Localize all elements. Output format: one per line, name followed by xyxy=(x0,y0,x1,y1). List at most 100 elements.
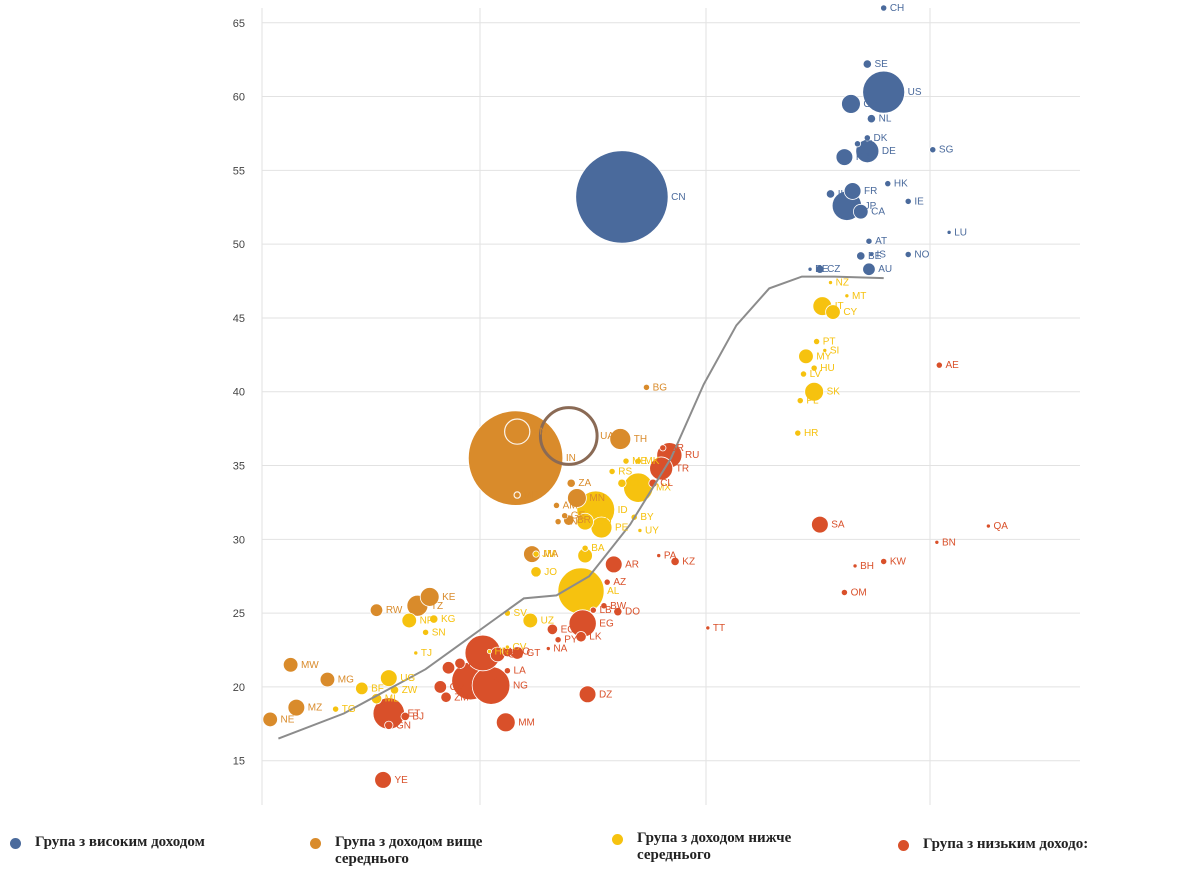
point-label: ZA xyxy=(578,478,591,489)
point-label: KH xyxy=(468,658,482,669)
data-point xyxy=(513,491,521,499)
data-point xyxy=(545,646,551,652)
legend-marker-lower-middle xyxy=(612,834,623,845)
point-label: HK xyxy=(894,179,908,190)
data-point xyxy=(401,612,417,629)
data-point xyxy=(578,685,597,704)
point-label: SI xyxy=(830,345,839,356)
legend-label-high: Група з високим доходом xyxy=(35,834,205,850)
point-label: PY xyxy=(564,635,578,646)
point-label: MW xyxy=(301,660,319,671)
data-point xyxy=(554,636,562,644)
point-label: BN xyxy=(942,537,956,548)
data-point xyxy=(807,266,813,272)
legend-label-lower-middle: Група з доходом нижче середнього xyxy=(637,830,792,863)
point-label: LA xyxy=(514,666,527,677)
data-point xyxy=(422,628,430,636)
data-point xyxy=(567,488,587,508)
point-label: LK xyxy=(589,632,602,643)
data-point xyxy=(799,370,808,378)
y-tick-label: 55 xyxy=(233,165,245,177)
data-point xyxy=(604,555,623,574)
data-point xyxy=(904,197,912,205)
data-point xyxy=(880,4,888,12)
point-label: MG xyxy=(338,675,354,686)
data-point xyxy=(642,383,651,391)
point-label: GB xyxy=(863,99,878,110)
point-label: ZM xyxy=(454,692,468,703)
point-label: GH xyxy=(508,649,523,660)
data-point xyxy=(576,512,594,531)
point-label: BY xyxy=(640,512,654,523)
data-point xyxy=(441,661,456,675)
point-label: ZW xyxy=(402,685,418,696)
legend-item-high-income: Група з високим доходом xyxy=(10,834,205,851)
data-point xyxy=(608,467,616,475)
y-tick-label: 45 xyxy=(233,313,245,325)
point-label: AM xyxy=(563,500,578,511)
point-label: BE xyxy=(868,251,882,262)
data-point xyxy=(985,523,991,529)
point-label: DK xyxy=(873,133,887,144)
data-point xyxy=(504,644,510,650)
y-tick-label: 25 xyxy=(233,608,245,620)
point-label: SN xyxy=(432,627,446,638)
point-label: MT xyxy=(852,291,866,302)
point-label: PL xyxy=(806,396,819,407)
point-label: US xyxy=(908,87,922,98)
point-label: AU xyxy=(878,264,892,275)
y-tick-label: 60 xyxy=(233,92,245,104)
data-point xyxy=(429,614,439,624)
data-point xyxy=(467,410,564,506)
point-label: TT xyxy=(713,623,725,634)
point-label: EC xyxy=(561,624,575,635)
point-label: AR xyxy=(625,559,639,570)
data-point xyxy=(825,189,836,199)
point-label: UY xyxy=(645,525,659,536)
point-label: CL xyxy=(660,478,673,489)
point-label: MK xyxy=(644,456,659,467)
legend-marker-low xyxy=(898,840,909,851)
data-point xyxy=(561,512,569,520)
data-point xyxy=(495,712,516,733)
data-point xyxy=(865,237,873,245)
point-label: MX xyxy=(656,483,671,494)
data-point xyxy=(523,545,541,563)
data-point xyxy=(609,428,632,450)
point-label: JO xyxy=(544,567,557,578)
data-point xyxy=(804,381,825,402)
point-label: EE xyxy=(815,264,829,275)
data-point xyxy=(522,612,539,629)
data-point xyxy=(554,518,562,526)
point-label: BR xyxy=(577,515,591,526)
data-point xyxy=(935,361,943,369)
point-label: BF xyxy=(371,683,384,694)
data-point xyxy=(649,456,674,481)
point-label: GR xyxy=(669,443,684,454)
point-label: YE xyxy=(394,775,408,786)
data-point xyxy=(670,556,680,567)
data-point xyxy=(530,566,542,578)
point-label: SG xyxy=(939,145,954,156)
point-label: SE xyxy=(875,59,889,70)
data-point xyxy=(503,667,511,675)
point-label: NZ xyxy=(836,278,849,289)
data-point xyxy=(810,364,818,372)
data-point xyxy=(863,134,871,142)
point-label: BG xyxy=(653,382,668,393)
legend-label-upper-middle: Група з доходом вище середнього xyxy=(335,834,483,867)
point-label: DO xyxy=(625,607,640,618)
data-point xyxy=(852,563,858,569)
data-point xyxy=(282,657,299,673)
data-point xyxy=(862,59,872,69)
data-point xyxy=(825,304,841,320)
data-point xyxy=(486,649,492,655)
data-point xyxy=(798,348,814,365)
data-point xyxy=(835,148,854,166)
data-point xyxy=(868,251,874,257)
data-point xyxy=(815,264,825,274)
point-label: HN xyxy=(495,647,509,658)
data-point xyxy=(880,557,888,566)
legend-label-low: Група з низьким доходо: xyxy=(923,836,1089,852)
legend-marker-upper-middle xyxy=(310,838,321,849)
